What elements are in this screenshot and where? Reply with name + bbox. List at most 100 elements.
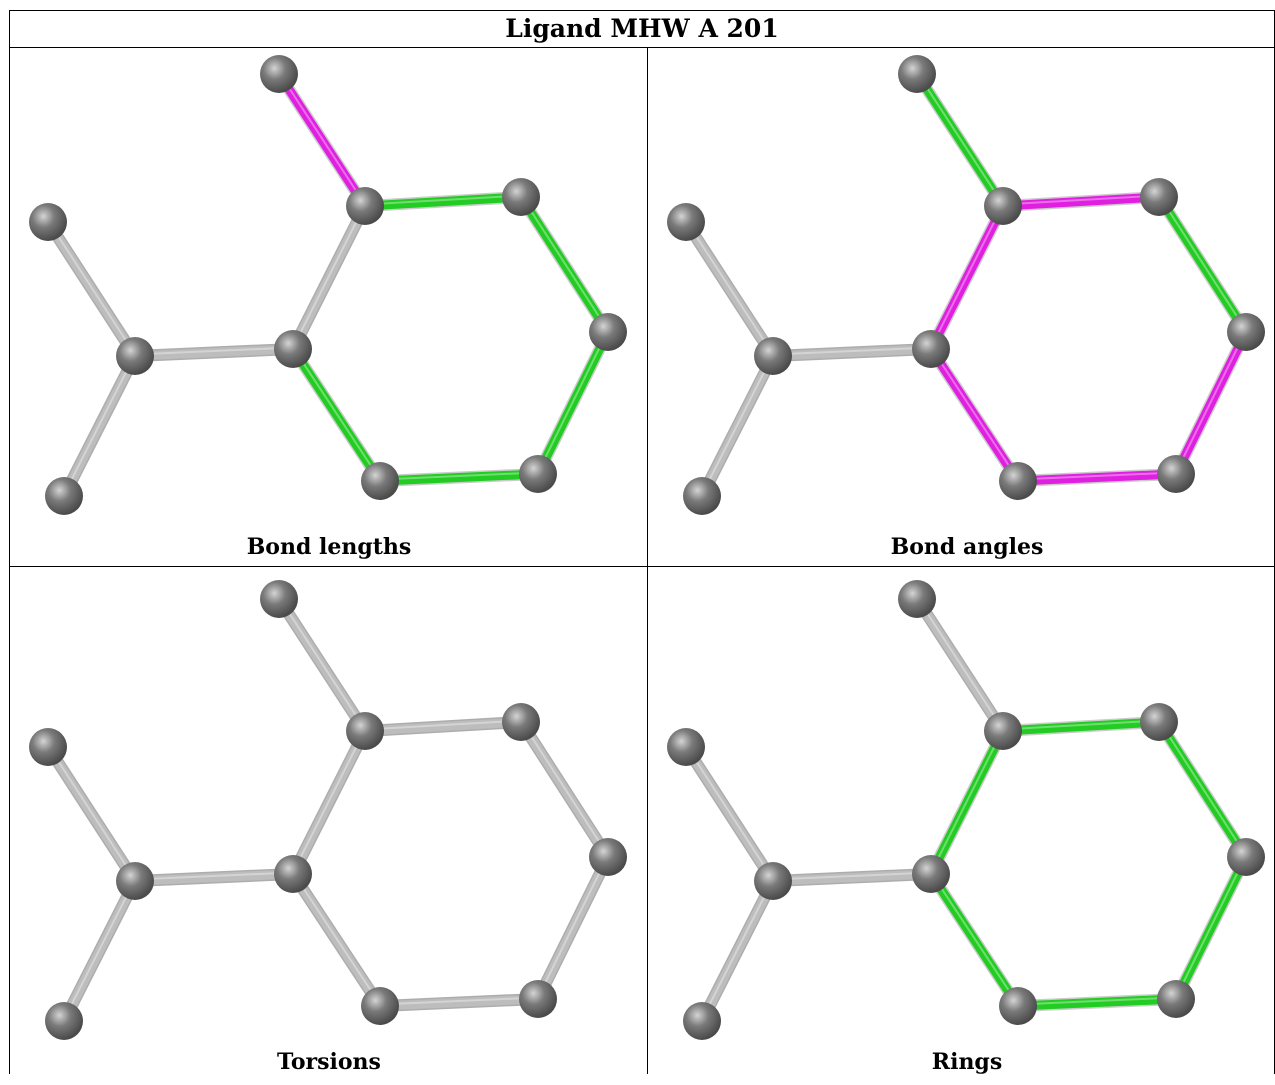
atom-4 <box>519 455 557 493</box>
atom-7 <box>116 337 154 375</box>
bond-4 <box>379 994 539 1011</box>
bond-7 <box>772 344 932 361</box>
atom-8 <box>667 728 705 766</box>
bond-6 <box>926 203 1008 352</box>
atom-4 <box>1157 455 1195 493</box>
bond-highlight-1 <box>364 719 522 731</box>
bond-highlight-3 <box>1175 330 1247 473</box>
bond-highlight-3 <box>1175 855 1247 998</box>
bond-highlight-6 <box>930 204 1004 348</box>
atom-3 <box>1227 838 1265 876</box>
figure-title: Ligand MHW A 201 <box>9 10 1275 48</box>
atom-0 <box>260 55 298 93</box>
atom-1 <box>984 187 1022 225</box>
atom-7 <box>754 862 792 900</box>
atom-4 <box>1157 980 1195 1018</box>
bond-6 <box>288 203 370 352</box>
bond-highlight-5 <box>930 346 1019 481</box>
atom-6 <box>912 855 950 893</box>
atom-3 <box>589 838 627 876</box>
atom-9 <box>683 477 721 515</box>
bond-highlight-1 <box>1002 719 1160 731</box>
bond-6 <box>926 728 1008 877</box>
bond-5 <box>289 346 384 484</box>
bond-0 <box>275 596 369 734</box>
bond-highlight-4 <box>379 471 539 481</box>
molecule-diagram <box>667 55 1265 515</box>
bond-highlight-9 <box>701 354 774 495</box>
bond-highlight-0 <box>278 71 366 206</box>
atom-9 <box>45 477 83 515</box>
bond-highlight-6 <box>292 729 366 873</box>
atom-3 <box>1227 313 1265 351</box>
molecule-diagram <box>667 580 1265 1040</box>
bond-7 <box>134 869 294 886</box>
atom-0 <box>898 580 936 618</box>
bond-3 <box>1171 855 1251 1001</box>
atom-8 <box>29 203 67 241</box>
bond-3 <box>533 330 613 476</box>
bond-highlight-3 <box>537 330 609 473</box>
bond-highlight-1 <box>1002 194 1160 206</box>
atom-5 <box>361 987 399 1025</box>
bond-5 <box>289 871 384 1009</box>
atom-8 <box>29 728 67 766</box>
bond-highlight-4 <box>1017 471 1177 481</box>
bond-highlight-2 <box>1158 194 1247 332</box>
atom-9 <box>45 1002 83 1040</box>
bond-highlight-6 <box>292 204 366 348</box>
bond-3 <box>1171 330 1251 476</box>
molecule-diagram <box>29 580 627 1040</box>
panel-bond-angles: Bond angles <box>648 49 1275 567</box>
horizontal-divider <box>9 566 1275 567</box>
bond-2 <box>1155 194 1250 335</box>
bond-8 <box>682 219 777 359</box>
bond-highlight-8 <box>685 219 774 356</box>
atom-1 <box>346 187 384 225</box>
bond-6 <box>288 728 370 877</box>
atom-2 <box>1140 178 1178 216</box>
atom-1 <box>346 712 384 750</box>
bond-highlight-9 <box>701 879 774 1020</box>
bond-3 <box>533 855 613 1001</box>
bond-9 <box>697 878 778 1024</box>
bond-5 <box>927 346 1022 484</box>
bond-0 <box>275 71 369 209</box>
bond-1 <box>1002 192 1160 211</box>
bond-1 <box>1002 717 1160 736</box>
atom-7 <box>754 337 792 375</box>
bond-highlight-6 <box>930 729 1004 873</box>
bond-0 <box>913 596 1007 734</box>
bond-7 <box>772 869 932 886</box>
atom-0 <box>898 55 936 93</box>
bond-highlight-8 <box>47 744 136 881</box>
panel-caption: Torsions <box>277 1049 381 1075</box>
panel-bond-lengths: Bond lengths <box>10 49 648 567</box>
bond-highlight-7 <box>134 871 294 881</box>
atom-5 <box>361 462 399 500</box>
atom-3 <box>589 313 627 351</box>
bond-highlight-8 <box>47 219 136 356</box>
bond-highlight-5 <box>930 871 1019 1006</box>
panel-torsions: Torsions <box>10 567 648 1085</box>
atom-0 <box>260 580 298 618</box>
bond-highlight-7 <box>134 346 294 356</box>
panel-caption: Bond angles <box>890 534 1044 560</box>
bond-highlight-7 <box>772 871 932 881</box>
bond-highlight-5 <box>292 346 381 481</box>
bond-9 <box>59 353 140 499</box>
bond-2 <box>1155 719 1250 860</box>
bond-8 <box>44 219 139 359</box>
bond-9 <box>697 353 778 499</box>
atom-2 <box>502 703 540 741</box>
atom-5 <box>999 462 1037 500</box>
panel-caption: Rings <box>931 1049 1003 1075</box>
bond-4 <box>1017 469 1177 486</box>
bond-highlight-5 <box>292 871 381 1006</box>
atom-4 <box>519 980 557 1018</box>
bond-1 <box>364 717 522 736</box>
bond-2 <box>517 194 612 335</box>
vertical-divider <box>647 48 648 1074</box>
atom-1 <box>984 712 1022 750</box>
atom-7 <box>116 862 154 900</box>
